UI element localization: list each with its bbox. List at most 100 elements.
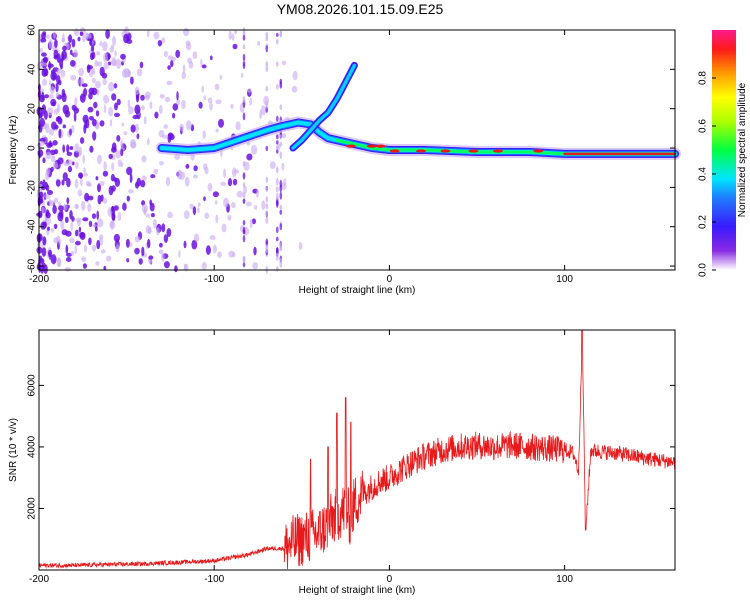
noise-dot <box>231 33 235 41</box>
noise-dot <box>113 205 119 211</box>
noise-dot <box>138 258 143 265</box>
noise-dot <box>58 201 61 207</box>
noise-dot <box>91 223 97 228</box>
noise-dot <box>141 175 147 181</box>
noise-dot <box>192 51 198 59</box>
noise-dot <box>84 192 90 202</box>
noise-streak-dot <box>265 176 269 183</box>
noise-dot <box>90 45 95 52</box>
noise-dot <box>79 137 85 144</box>
noise-dot <box>42 221 48 229</box>
noise-dot <box>246 201 252 207</box>
noise-dot <box>200 58 203 68</box>
noise-dot <box>50 166 54 173</box>
spectrogram-ytick-label: 40 <box>27 63 38 75</box>
spectrogram-xtick-label: -200 <box>29 274 49 285</box>
noise-dot <box>87 195 94 201</box>
noise-dot <box>147 227 152 234</box>
noise-dot <box>146 29 150 38</box>
noise-dot <box>167 133 172 144</box>
noise-streak-dot <box>242 219 246 226</box>
noise-dot <box>90 52 94 61</box>
noise-dot <box>69 146 74 150</box>
noise-dot <box>166 80 173 86</box>
noise-streak-dot <box>242 226 246 234</box>
noise-streak-dot <box>279 151 283 159</box>
noise-streak-dot <box>242 172 246 180</box>
noise-dot <box>156 227 160 236</box>
noise-dot <box>52 161 59 169</box>
noise-streak-dot <box>242 256 246 262</box>
noise-dot <box>126 258 130 263</box>
noise-dot <box>149 259 153 265</box>
noise-dot <box>77 189 83 197</box>
noise-dot <box>159 161 164 166</box>
noise-dot <box>91 77 96 84</box>
noise-dot <box>65 230 72 237</box>
noise-dot <box>43 110 48 120</box>
noise-dot <box>70 221 74 231</box>
noise-dot <box>71 125 75 133</box>
noise-dot <box>47 107 54 116</box>
noise-dot <box>96 239 101 250</box>
noise-dot <box>62 172 68 182</box>
noise-dot <box>198 101 203 109</box>
noise-dot <box>89 38 93 46</box>
noise-dot <box>40 264 44 274</box>
snr-xtick-label: -200 <box>29 574 49 585</box>
secondary-branch-inner <box>291 63 357 150</box>
noise-dot <box>251 218 256 225</box>
noise-streak-dot <box>276 115 279 122</box>
noise-dot <box>41 32 47 40</box>
noise-dot <box>163 234 169 243</box>
noise-dot <box>141 203 148 214</box>
noise-streak-dot <box>265 186 269 192</box>
noise-dot <box>78 226 82 233</box>
noise-dot <box>140 180 146 188</box>
noise-streak-dot <box>279 246 283 252</box>
noise-dot <box>201 85 204 93</box>
noise-streak-dot <box>242 112 246 121</box>
noise-dot <box>75 240 81 246</box>
noise-dot <box>185 163 190 169</box>
noise-dot <box>88 220 93 227</box>
noise-dot <box>91 244 97 252</box>
noise-streak-dot <box>242 191 246 199</box>
noise-dot <box>109 119 113 127</box>
noise-dot <box>53 223 58 229</box>
noise-dot <box>99 120 105 127</box>
noise-dot <box>132 114 139 120</box>
noise-dot <box>66 144 70 154</box>
noise-dot <box>204 212 210 219</box>
noise-dot <box>45 211 51 219</box>
noise-dot <box>127 99 131 109</box>
noise-dot <box>176 98 181 106</box>
noise-dot <box>69 128 72 136</box>
noise-dot <box>120 148 124 157</box>
noise-dot <box>252 262 258 270</box>
noise-dot <box>176 91 179 101</box>
noise-dot <box>50 98 57 107</box>
noise-dot <box>292 70 298 81</box>
noise-dot <box>167 211 173 219</box>
spectrogram-ridge <box>155 61 681 160</box>
noise-dot <box>41 247 47 257</box>
noise-dot <box>207 182 213 192</box>
noise-dot <box>64 267 71 272</box>
noise-dot <box>95 261 100 266</box>
noise-dot <box>134 247 140 255</box>
noise-dot <box>147 138 150 146</box>
noise-dot <box>126 195 130 202</box>
noise-dot <box>147 238 151 249</box>
noise-dot <box>167 55 174 60</box>
noise-streak-dot <box>276 186 279 193</box>
noise-dot <box>217 251 222 258</box>
noise-dot <box>107 53 111 60</box>
noise-dot <box>144 94 150 101</box>
noise-dot <box>92 131 97 141</box>
noise-dot <box>108 81 115 92</box>
noise-dot <box>134 123 139 133</box>
noise-dot <box>55 92 60 98</box>
noise-dot <box>79 232 86 240</box>
noise-streak-dot <box>265 31 269 38</box>
